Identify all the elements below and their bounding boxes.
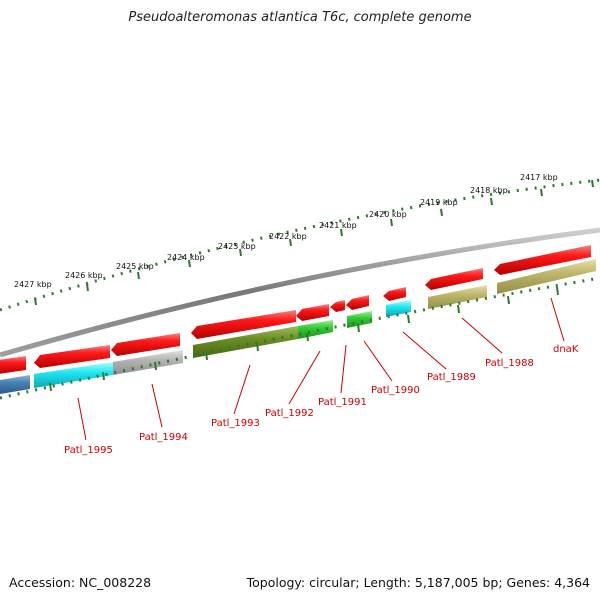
inner-tick	[556, 286, 559, 296]
gene-label-patl-1988: Patl_1988	[485, 358, 534, 369]
ruler-inner-dots	[0, 276, 600, 400]
ruler-label-2422: 2422 kbp	[269, 232, 307, 241]
inner-tick	[507, 295, 510, 305]
gene-red-forward	[383, 287, 406, 301]
inner-tick	[102, 371, 105, 381]
outer-tick	[390, 218, 393, 227]
inner-tick	[457, 304, 460, 314]
ruler-label-2424: 2424 kbp	[167, 253, 205, 262]
inner-tick	[49, 382, 52, 392]
ruler-label-2420: 2420 kbp	[369, 210, 407, 219]
gene-label-patl-1993: Patl_1993	[211, 418, 260, 429]
gene-label-patl-1989: Patl_1989	[427, 372, 476, 383]
inner-tick	[407, 314, 410, 324]
leader-dnak	[550, 297, 565, 342]
leader-patl-1988	[461, 317, 503, 354]
leader-patl-1991	[340, 344, 347, 394]
ruler-inner-major-ticks	[49, 286, 559, 392]
gene-red-forward	[0, 356, 26, 374]
label-leaders	[77, 297, 565, 441]
gene-red-forward	[330, 300, 345, 312]
leader-patl-1992	[288, 350, 321, 405]
outer-tick	[440, 208, 443, 217]
outer-tick	[591, 179, 594, 188]
outer-tick	[34, 297, 37, 306]
gene-cyan	[34, 362, 113, 388]
inner-tick	[357, 323, 360, 333]
gene-khaki	[497, 259, 596, 294]
map-title: Pseudoalteromonas atlantica T6c, complet…	[128, 10, 472, 25]
inner-tick	[256, 342, 259, 352]
outer-tick	[340, 228, 343, 237]
ruler-labels: 2427 kbp 2426 kbp 2425 kbp 2424 kbp 2423…	[14, 173, 558, 289]
gene-red-forward	[191, 310, 296, 339]
outer-tick	[540, 188, 543, 197]
outer-tick	[239, 248, 242, 257]
gene-label-patl-1991: Patl_1991	[318, 397, 367, 408]
ruler-label-2427: 2427 kbp	[14, 280, 52, 289]
accession-text: Accession: NC_008228	[9, 575, 152, 590]
gene-labels: Patl_1995 Patl_1994 Patl_1993 Patl_1992 …	[64, 344, 579, 456]
outer-tick	[137, 271, 140, 280]
ruler-label-2419: 2419 kbp	[420, 198, 458, 207]
gene-red-forward	[494, 245, 591, 275]
gene-steel	[0, 375, 30, 394]
ruler-label-2417: 2417 kbp	[520, 173, 558, 182]
outer-tick	[86, 283, 89, 292]
gene-cyan	[386, 300, 411, 317]
ruler-label-2421: 2421 kbp	[319, 221, 357, 230]
topology-text: Topology: circular; Length: 5,187,005 bp…	[246, 575, 590, 590]
gene-red-forward	[111, 333, 180, 356]
gene-red-forward	[34, 345, 110, 368]
gene-red-forward	[296, 304, 329, 321]
cog-colored-genes	[0, 259, 596, 394]
leader-patl-1994	[151, 383, 163, 428]
leader-patl-1993	[233, 364, 251, 415]
gene-label-patl-1992: Patl_1992	[265, 408, 314, 419]
genome-backbone	[0, 227, 600, 358]
gene-khaki	[428, 285, 487, 309]
gene-label-patl-1994: Patl_1994	[139, 432, 188, 443]
gene-gray	[113, 350, 183, 375]
outer-tick	[490, 197, 493, 206]
gene-label-patl-1990: Patl_1990	[371, 385, 420, 396]
ruler-label-2423: 2423 kbp	[218, 242, 256, 251]
outer-tick	[188, 259, 191, 268]
inner-tick	[306, 332, 309, 342]
ruler-outer-major-ticks	[34, 179, 594, 306]
inner-tick	[205, 351, 208, 361]
gene-green	[347, 311, 372, 328]
leader-patl-1995	[77, 397, 87, 441]
gene-red-forward	[425, 268, 483, 290]
gene-red-forward	[346, 295, 369, 310]
gene-label-dnak: dnaK	[553, 344, 579, 355]
ruler-label-2425: 2425 kbp	[116, 262, 154, 271]
inner-tick	[154, 361, 157, 371]
gene-olive	[193, 326, 298, 358]
leader-patl-1989	[402, 331, 447, 370]
ruler-label-2418: 2418 kbp	[470, 186, 508, 195]
leader-patl-1990	[363, 340, 393, 382]
ruler-label-2426: 2426 kbp	[65, 271, 103, 280]
gene-label-patl-1995: Patl_1995	[64, 445, 113, 456]
forward-strand-genes	[0, 245, 591, 374]
outer-tick	[289, 238, 292, 247]
